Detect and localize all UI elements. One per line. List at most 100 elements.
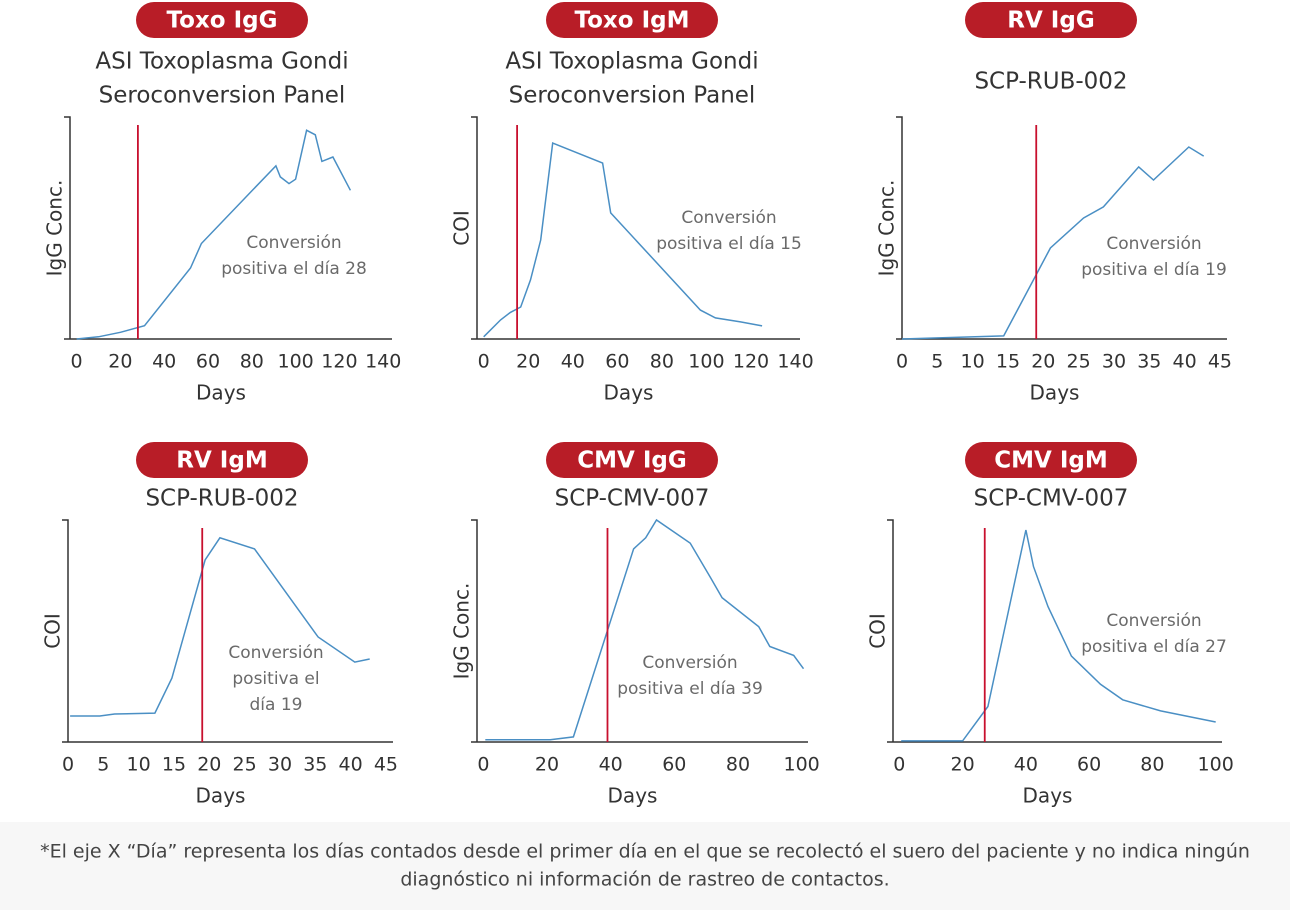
subtitle: SCP-CMV-007: [555, 486, 710, 512]
chart-title: Toxo IgG: [167, 8, 278, 34]
x-tick-label: 20: [1031, 351, 1055, 373]
x-tick-label: 40: [1173, 351, 1197, 373]
x-tick-label: 40: [561, 351, 585, 373]
x-tick-label: 60: [605, 351, 629, 373]
x-tick-label: 120: [321, 351, 357, 373]
x-axis-title: Days: [196, 381, 246, 405]
x-tick-label: 20: [516, 351, 540, 373]
annotation: Conversión: [681, 208, 776, 228]
x-tick-label: 30: [1102, 351, 1126, 373]
data-line: [901, 529, 1216, 742]
x-tick-label: 140: [777, 351, 813, 373]
x-tick-label: 35: [1137, 351, 1161, 373]
data-line: [76, 129, 352, 340]
x-tick-label: 20: [951, 754, 975, 776]
subtitle: SCP-CMV-007: [974, 486, 1129, 512]
data-line: [901, 146, 1205, 340]
axes: [471, 116, 800, 340]
title-badge: [965, 442, 1137, 478]
x-tick-label: 15: [996, 351, 1020, 373]
axes: [896, 116, 1227, 340]
x-tick-label: 0: [477, 754, 489, 776]
x-tick-label: 15: [162, 754, 186, 776]
y-axis-title: IgG Conc.: [450, 583, 474, 680]
x-tick-label: 25: [233, 754, 257, 776]
chart-title: RV IgM: [176, 448, 267, 474]
x-tick-label: 60: [1077, 754, 1101, 776]
x-tick-label: 100: [784, 754, 820, 776]
x-tick-label: 40: [339, 754, 363, 776]
footnote-band: [0, 822, 1290, 910]
axes: [887, 519, 1222, 743]
annotation: día 19: [250, 695, 303, 715]
x-tick-label: 120: [733, 351, 769, 373]
annotation: Conversión: [1106, 611, 1201, 631]
subtitle: Seroconversion Panel: [99, 83, 346, 109]
x-tick-label: 45: [1208, 351, 1232, 373]
y-axis-title: IgG Conc.: [43, 180, 67, 277]
title-badge: [136, 2, 308, 38]
subtitle: SCP-RUB-002: [974, 69, 1127, 95]
title-badge: [546, 2, 718, 38]
axes: [471, 519, 808, 743]
x-tick-label: 60: [662, 754, 686, 776]
annotation: positiva el día 27: [1081, 637, 1227, 657]
x-tick-label: 20: [108, 351, 132, 373]
x-tick-label: 100: [688, 351, 724, 373]
x-tick-label: 140: [365, 351, 401, 373]
x-axis-title: Days: [196, 784, 246, 808]
x-tick-label: 40: [152, 351, 176, 373]
data-line: [70, 536, 370, 717]
x-tick-label: 80: [240, 351, 264, 373]
axes: [62, 519, 393, 743]
x-tick-label: 80: [726, 754, 750, 776]
annotation: Conversión: [642, 653, 737, 673]
chart-title: CMV IgG: [577, 448, 686, 474]
data-line: [483, 141, 763, 338]
title-badge: [546, 442, 718, 478]
annotation: positiva el día 28: [221, 259, 367, 279]
x-tick-label: 100: [277, 351, 313, 373]
x-tick-label: 20: [197, 754, 221, 776]
annotation: positiva el día 39: [617, 679, 763, 699]
annotation: positiva el día 19: [1081, 260, 1227, 280]
title-badge: [965, 2, 1137, 38]
x-tick-label: 60: [196, 351, 220, 373]
annotation: positiva el: [232, 669, 319, 689]
x-tick-label: 40: [1014, 754, 1038, 776]
x-tick-label: 35: [303, 754, 327, 776]
x-tick-label: 5: [97, 754, 109, 776]
y-axis-title: COI: [866, 613, 890, 649]
footnote: *El eje X “Día” representa los días cont…: [40, 841, 1250, 863]
x-tick-label: 0: [71, 351, 83, 373]
axes: [64, 116, 392, 340]
annotation: Conversión: [246, 233, 341, 253]
title-badge: [136, 442, 308, 478]
chart-title: RV IgG: [1007, 8, 1094, 34]
y-axis-title: IgG Conc.: [875, 180, 899, 277]
chart-title: Toxo IgM: [575, 8, 690, 34]
x-tick-label: 30: [268, 754, 292, 776]
x-tick-label: 0: [478, 351, 490, 373]
annotation: Conversión: [228, 643, 323, 663]
subtitle: ASI Toxoplasma Gondi: [95, 49, 348, 75]
x-axis-title: Days: [1030, 381, 1080, 405]
x-tick-label: 45: [374, 754, 398, 776]
x-axis-title: Days: [608, 784, 658, 808]
x-tick-label: 40: [599, 754, 623, 776]
subtitle: SCP-RUB-002: [145, 486, 298, 512]
data-line: [485, 518, 805, 741]
x-tick-label: 0: [893, 754, 905, 776]
x-tick-label: 100: [1198, 754, 1234, 776]
x-axis-title: Days: [1023, 784, 1073, 808]
y-axis-title: COI: [41, 613, 65, 649]
y-axis-title: COI: [450, 210, 474, 246]
x-tick-label: 80: [1140, 754, 1164, 776]
x-tick-label: 10: [127, 754, 151, 776]
subtitle: Seroconversion Panel: [509, 83, 756, 109]
x-tick-label: 20: [535, 754, 559, 776]
x-tick-label: 80: [650, 351, 674, 373]
x-axis-title: Days: [604, 381, 654, 405]
